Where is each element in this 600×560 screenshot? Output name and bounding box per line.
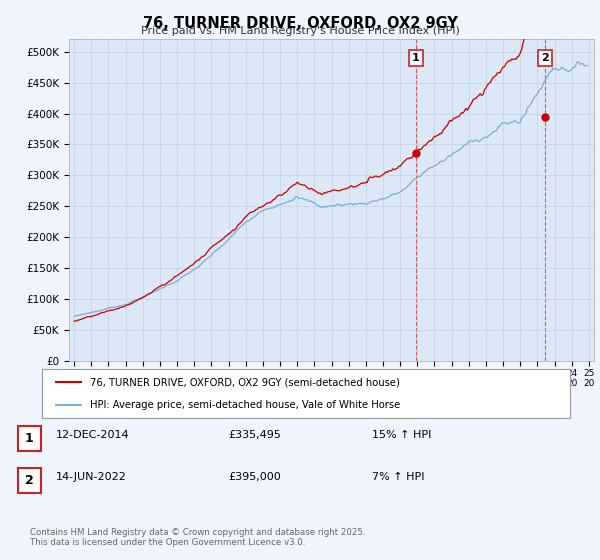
- Text: 2: 2: [25, 474, 34, 487]
- Text: HPI: Average price, semi-detached house, Vale of White Horse: HPI: Average price, semi-detached house,…: [89, 400, 400, 410]
- Text: Price paid vs. HM Land Registry's House Price Index (HPI): Price paid vs. HM Land Registry's House …: [140, 26, 460, 36]
- Text: 1: 1: [25, 432, 34, 445]
- Text: 12-DEC-2014: 12-DEC-2014: [56, 430, 130, 440]
- Text: 76, TURNER DRIVE, OXFORD, OX2 9GY: 76, TURNER DRIVE, OXFORD, OX2 9GY: [143, 16, 457, 31]
- Text: Contains HM Land Registry data © Crown copyright and database right 2025.
This d: Contains HM Land Registry data © Crown c…: [30, 528, 365, 547]
- Text: 2: 2: [541, 53, 549, 63]
- Text: 15% ↑ HPI: 15% ↑ HPI: [372, 430, 431, 440]
- Text: 7% ↑ HPI: 7% ↑ HPI: [372, 472, 425, 482]
- Text: £395,000: £395,000: [228, 472, 281, 482]
- Text: 76, TURNER DRIVE, OXFORD, OX2 9GY (semi-detached house): 76, TURNER DRIVE, OXFORD, OX2 9GY (semi-…: [89, 377, 400, 388]
- Text: 14-JUN-2022: 14-JUN-2022: [56, 472, 127, 482]
- Text: £335,495: £335,495: [228, 430, 281, 440]
- Text: 1: 1: [412, 53, 420, 63]
